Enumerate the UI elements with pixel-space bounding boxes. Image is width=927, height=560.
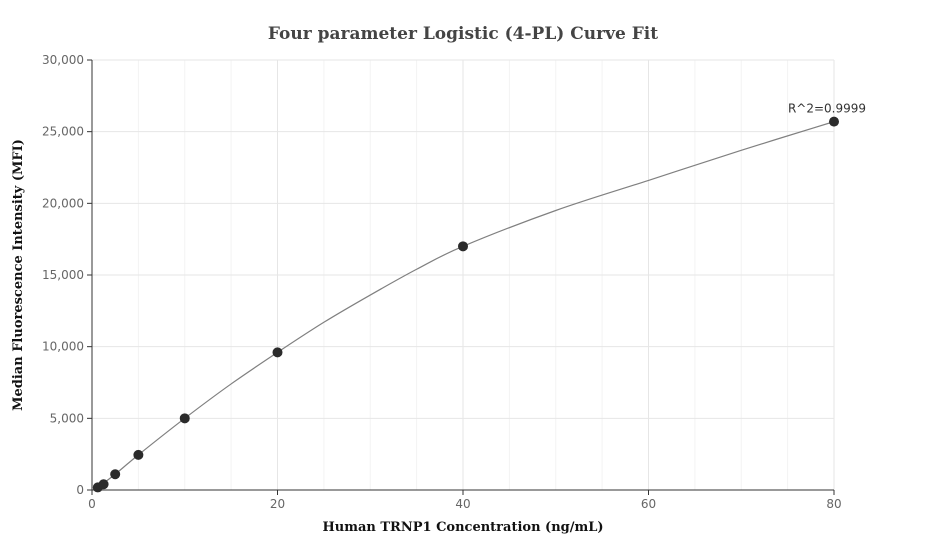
y-tick-label: 20,000 bbox=[42, 196, 84, 210]
y-axis-ticks: 0 5,000 10,000 15,000 20,000 25,000 30,000 bbox=[42, 53, 92, 497]
data-point bbox=[179, 413, 190, 424]
data-point bbox=[110, 469, 121, 480]
x-tick-label: 60 bbox=[641, 497, 656, 511]
grid bbox=[91, 59, 835, 491]
chart-title: Four parameter Logistic (4-PL) Curve Fit bbox=[268, 24, 658, 44]
x-axis-title: Human TRNP1 Concentration (ng/mL) bbox=[322, 520, 603, 535]
x-tick-label: 80 bbox=[826, 497, 841, 511]
y-tick-label: 10,000 bbox=[42, 340, 84, 354]
y-tick-label: 30,000 bbox=[42, 53, 84, 67]
x-tick-label: 40 bbox=[455, 497, 470, 511]
data-point bbox=[272, 347, 283, 358]
x-tick-label: 20 bbox=[270, 497, 285, 511]
y-tick-label: 5,000 bbox=[50, 411, 84, 425]
r-squared-annotation: R^2=0.9999 bbox=[788, 102, 866, 116]
x-axis-ticks: 0 20 40 60 80 bbox=[88, 490, 842, 511]
data-point bbox=[458, 241, 468, 252]
x-tick-label: 0 bbox=[88, 497, 96, 511]
fit-curve-line bbox=[97, 121, 835, 488]
y-tick-label: 15,000 bbox=[42, 268, 84, 282]
y-axis-title: Median Fluorescence Intensity (MFI) bbox=[11, 139, 26, 411]
data-points bbox=[92, 116, 839, 493]
data-point bbox=[133, 449, 144, 460]
data-point bbox=[829, 116, 839, 127]
data-point bbox=[98, 479, 109, 490]
y-tick-label: 0 bbox=[76, 483, 84, 497]
y-tick-label: 25,000 bbox=[42, 125, 84, 139]
